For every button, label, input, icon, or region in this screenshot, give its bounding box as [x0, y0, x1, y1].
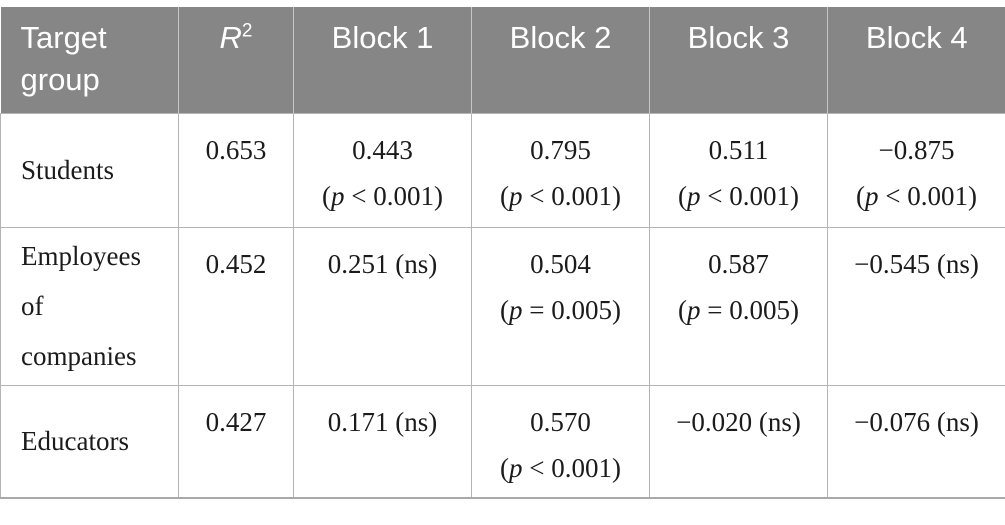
column-header-block-1: Block 1 — [294, 7, 472, 113]
column-header-target-group: Target group — [1, 7, 179, 113]
value-cell: 0.653 — [179, 113, 294, 227]
value-cell: 0.427 — [179, 385, 294, 498]
target-group-cell: Students — [1, 113, 179, 227]
column-header-block-3: Block 3 — [650, 7, 828, 113]
coefficient-value: −0.020 (ns) — [656, 399, 821, 445]
value-cell: 0.504(p = 0.005) — [472, 227, 650, 385]
value-cell: −0.076 (ns) — [828, 385, 1005, 498]
r-squared-symbol: R — [220, 20, 242, 55]
value-cell: 0.587(p = 0.005) — [650, 227, 828, 385]
r-squared-exponent: 2 — [242, 21, 253, 42]
value-cell: 0.251 (ns) — [294, 227, 472, 385]
target-group-cell: Educators — [1, 385, 179, 498]
column-header-block-4: Block 4 — [828, 7, 1005, 113]
value-cell: −0.875(p < 0.001) — [828, 113, 1005, 227]
coefficient-value: 0.251 (ns) — [300, 241, 465, 287]
coefficient-value: 0.511 — [656, 127, 821, 173]
p-value: (p < 0.001) — [478, 173, 643, 219]
p-value: (p = 0.005) — [478, 287, 643, 333]
p-value: (p < 0.001) — [834, 173, 999, 219]
p-value: (p = 0.005) — [656, 287, 821, 333]
coefficient-value: 0.427 — [185, 399, 287, 445]
coefficient-value: 0.452 — [185, 241, 287, 287]
value-cell: 0.443(p < 0.001) — [294, 113, 472, 227]
coefficient-value: 0.653 — [185, 127, 287, 173]
regression-table-container: Target group R2 Block 1 Block 2 Block 3 … — [0, 7, 1005, 499]
header-row: Target group R2 Block 1 Block 2 Block 3 … — [1, 7, 1005, 113]
value-cell: 0.795(p < 0.001) — [472, 113, 650, 227]
coefficient-value: −0.076 (ns) — [834, 399, 999, 445]
value-cell: 0.511(p < 0.001) — [650, 113, 828, 227]
coefficient-value: −0.875 — [834, 127, 999, 173]
coefficient-value: 0.570 — [478, 399, 643, 445]
value-cell: 0.570(p < 0.001) — [472, 385, 650, 498]
regression-table: Target group R2 Block 1 Block 2 Block 3 … — [0, 7, 1005, 499]
p-value: (p < 0.001) — [300, 173, 465, 219]
coefficient-value: 0.795 — [478, 127, 643, 173]
value-cell: 0.171 (ns) — [294, 385, 472, 498]
coefficient-value: 0.504 — [478, 241, 643, 287]
target-group-cell: Employees of companies — [1, 227, 179, 385]
value-cell: −0.020 (ns) — [650, 385, 828, 498]
value-cell: −0.545 (ns) — [828, 227, 1005, 385]
coefficient-value: 0.171 (ns) — [300, 399, 465, 445]
coefficient-value: 0.587 — [656, 241, 821, 287]
coefficient-value: 0.443 — [300, 127, 465, 173]
p-value: (p < 0.001) — [478, 445, 643, 491]
column-header-block-2: Block 2 — [472, 7, 650, 113]
p-value: (p < 0.001) — [656, 173, 821, 219]
value-cell: 0.452 — [179, 227, 294, 385]
coefficient-value: −0.545 (ns) — [834, 241, 999, 287]
column-header-r-squared: R2 — [179, 7, 294, 113]
